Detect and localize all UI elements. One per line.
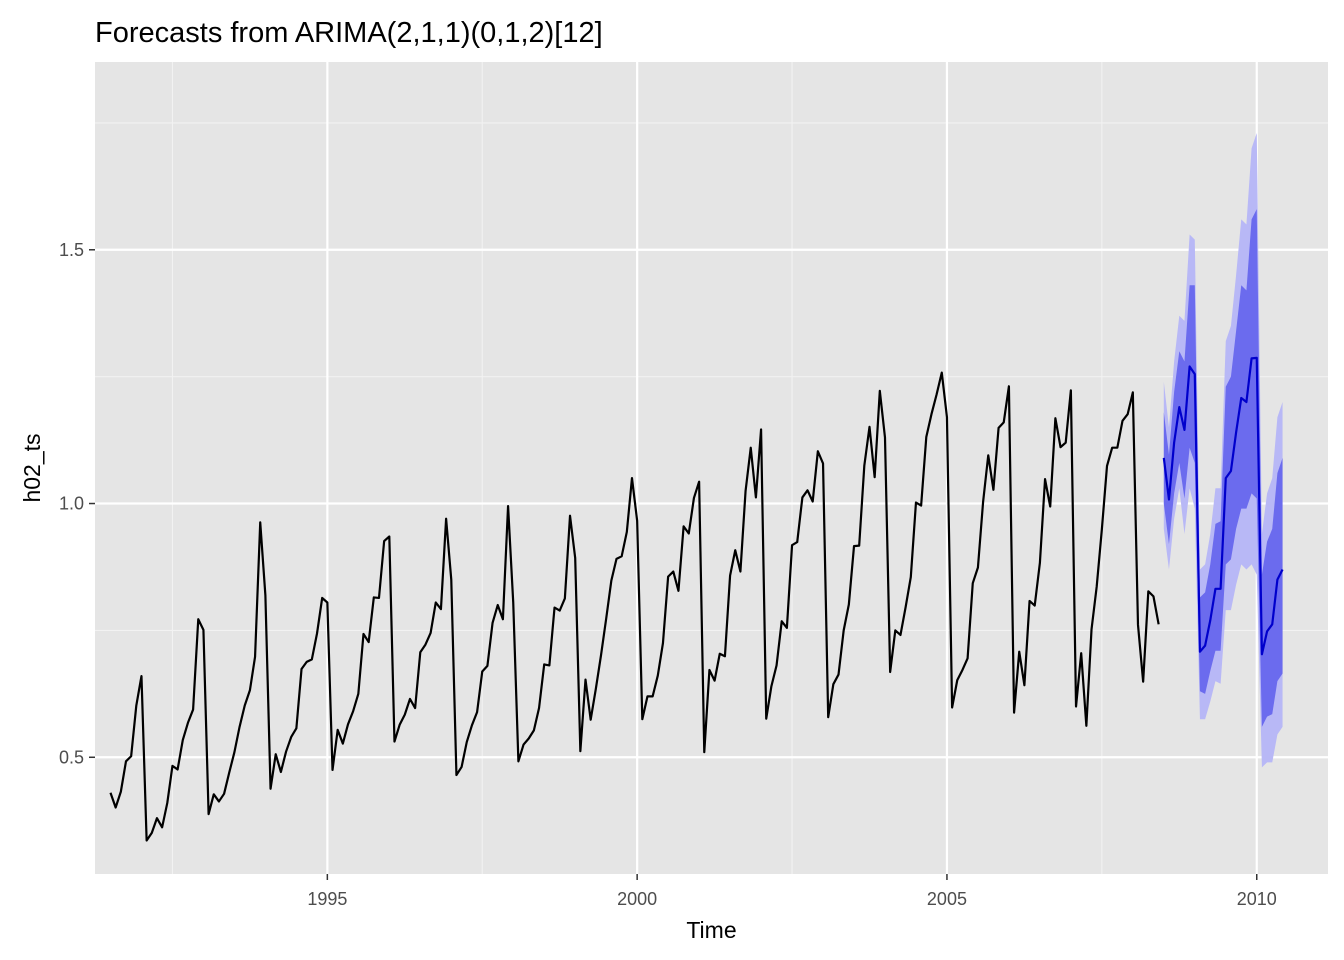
y-tick-label: 1.5	[59, 240, 84, 260]
y-axis: 0.5 1.0 1.5	[59, 240, 95, 767]
x-axis-title: Time	[686, 917, 736, 943]
x-tick-label: 1995	[307, 889, 347, 909]
x-axis: 1995 2000 2005 2010	[307, 874, 1277, 909]
history-line	[109, 371, 1160, 842]
plot-panel	[95, 62, 1328, 874]
band-80	[1163, 209, 1283, 727]
y-tick-label: 1.0	[59, 494, 84, 514]
forecast-line	[1162, 356, 1284, 656]
minor-gridlines	[95, 62, 1328, 874]
x-tick-label: 2005	[927, 889, 967, 909]
x-tick-label: 2000	[617, 889, 657, 909]
y-axis-title: h02_ts	[19, 433, 45, 502]
x-tick-label: 2010	[1237, 889, 1277, 909]
series-lines	[109, 356, 1284, 842]
prediction-intervals	[1163, 133, 1283, 768]
y-tick-label: 0.5	[59, 747, 84, 767]
chart-title: Forecasts from ARIMA(2,1,1)(0,1,2)[12]	[95, 17, 603, 49]
